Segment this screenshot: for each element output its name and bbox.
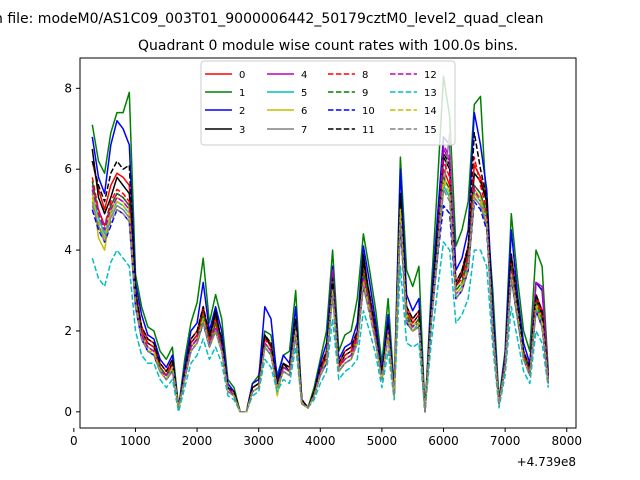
plot-area: 0 1000 2000 3000 4000 5000 6000 7000 8000 02468 … xyxy=(64,57,582,469)
legend-label-13: 13 xyxy=(424,88,437,99)
y-tick-label: 0 xyxy=(64,405,72,419)
legend-label-0: 0 xyxy=(239,70,245,81)
x-axis-offset-label: +4.739e8 xyxy=(517,455,576,469)
series-line-14 xyxy=(91,180,550,413)
y-tick-label: 8 xyxy=(64,81,72,95)
legend-label-12: 12 xyxy=(424,70,437,81)
legend-label-8: 8 xyxy=(362,70,368,81)
series-line-1 xyxy=(91,75,550,413)
legend-label-9: 9 xyxy=(362,88,368,99)
chart-title: Quadrant 0 module wise count rates with … xyxy=(138,38,518,54)
x-tick-label: 8000 xyxy=(551,434,582,448)
x-tick-label: 1000 xyxy=(120,434,151,448)
y-tick-label: 4 xyxy=(64,243,72,257)
legend-label-15: 15 xyxy=(424,125,437,136)
x-tick-label: 5000 xyxy=(367,434,398,448)
y-tick-label: 2 xyxy=(64,324,72,338)
plot-frame xyxy=(79,57,577,429)
series-layer xyxy=(91,75,550,413)
x-tick-label: 6000 xyxy=(428,434,459,448)
x-tick-label: 7000 xyxy=(490,434,521,448)
legend-label-4: 4 xyxy=(301,70,307,81)
x-axis: 0 1000 2000 3000 4000 5000 6000 7000 8000 xyxy=(70,428,582,448)
legend-label-2: 2 xyxy=(239,106,245,117)
x-tick-label: 2000 xyxy=(182,434,213,448)
x-tick-label: 4000 xyxy=(305,434,336,448)
legend-label-1: 1 xyxy=(239,88,245,99)
x-tick-label: 0 xyxy=(70,434,78,448)
x-tick-label: 3000 xyxy=(243,434,274,448)
series-line-13 xyxy=(91,241,550,413)
series-line-2 xyxy=(91,111,550,413)
legend-label-7: 7 xyxy=(301,125,307,136)
legend-frame xyxy=(200,60,456,146)
legend-label-6: 6 xyxy=(301,106,307,117)
figure-suptitle: n file: modeM0/AS1C09_003T01_9000006442_… xyxy=(0,11,543,27)
legend-label-11: 11 xyxy=(362,125,375,136)
legend-label-10: 10 xyxy=(362,106,375,117)
legend-label-5: 5 xyxy=(301,88,307,99)
legend-label-14: 14 xyxy=(424,106,437,117)
y-axis: 0 2 4 6 8 xyxy=(64,81,80,419)
series-line-15 xyxy=(91,188,550,413)
legend-label-3: 3 xyxy=(239,125,245,136)
y-tick-label: 6 xyxy=(64,162,72,176)
